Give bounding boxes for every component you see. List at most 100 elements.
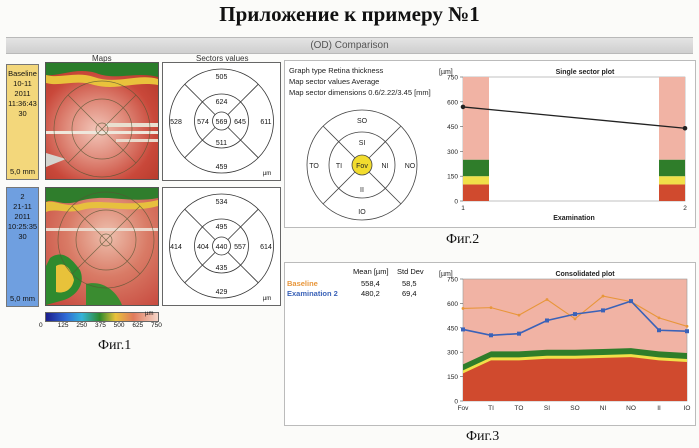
x-tick-label: NI — [600, 405, 607, 412]
exam-2-box[interactable]: 2 21-11 2011 10:25:35 30 5,0 mm — [6, 187, 39, 307]
x-tick-label: SI — [544, 405, 550, 412]
reference-band — [463, 77, 489, 160]
exam-line: 2011 — [7, 89, 38, 99]
y-tick-label: 300 — [447, 149, 458, 156]
x-tick-label: IO — [684, 405, 691, 412]
sector-values-exam2[interactable]: 534 495 414 404 440 557 614 435 429 µm — [162, 187, 281, 306]
data-point — [685, 329, 689, 333]
plot-title: Consolidated plot — [555, 271, 615, 278]
thickness-map-baseline[interactable] — [45, 62, 159, 180]
mean-header: Mean [µm] — [353, 267, 389, 276]
fig2-panel: Graph type Retina thickness Map sector v… — [284, 60, 696, 228]
info-sector-dimensions: Map sector dimensions 0.6/2.22/3.45 [mm] — [289, 87, 431, 98]
data-point — [683, 126, 688, 131]
data-point — [545, 318, 549, 322]
series-baseline-label[interactable]: Baseline — [287, 279, 318, 288]
sector-inner-left: 404 — [197, 244, 209, 251]
data-point — [602, 295, 605, 298]
sector-outer-right: 611 — [260, 119, 271, 126]
data-point — [546, 298, 549, 301]
sector-values-baseline[interactable]: 505 624 528 574 569 645 611 511 459 µm — [162, 62, 281, 181]
comparison-title-bar: (OD) Comparison — [6, 37, 693, 54]
x-tick-label: II — [657, 405, 661, 412]
reference-band — [463, 160, 489, 177]
exam-line: 30 — [7, 232, 38, 242]
scale-tick-label: 250 — [76, 322, 87, 329]
single-sector-plot[interactable]: Single sector plot[µm]015030045060075012… — [435, 63, 693, 225]
y-tick-label: 300 — [447, 350, 458, 357]
exam-line: 11:36:43 — [7, 99, 38, 109]
reference-band — [659, 160, 685, 177]
sector-unit: µm — [263, 171, 271, 177]
fig3-panel: Mean [µm] Std Dev Baseline 558,4 58,5 Ex… — [284, 262, 696, 426]
data-point — [462, 307, 465, 310]
data-point — [461, 327, 465, 331]
x-tick-label: 1 — [461, 205, 465, 212]
scale-tick-label: 500 — [114, 322, 125, 329]
exam-line: 21-11 — [7, 202, 38, 212]
exam-line: 2011 — [7, 212, 38, 222]
y-tick-label: 750 — [447, 75, 458, 82]
scale-ticks: 0125250375500625750 — [45, 322, 157, 330]
series-exam2-label[interactable]: Examination 2 — [287, 289, 338, 298]
sector-outer-bottom: 459 — [216, 164, 228, 171]
sector-to: TO — [309, 163, 319, 170]
plot-title: Single sector plot — [556, 69, 615, 76]
data-point — [657, 328, 661, 332]
data-point — [461, 105, 466, 110]
fig2-caption: Фиг.2 — [446, 232, 479, 248]
reference-band — [659, 184, 685, 201]
info-graph-type: Graph type Retina thickness — [289, 65, 431, 76]
data-point — [629, 299, 633, 303]
y-tick-label: 750 — [447, 277, 458, 284]
data-point — [573, 312, 577, 316]
sector-outer-bottom: 429 — [216, 289, 228, 296]
scale-tick-label: 375 — [95, 322, 106, 329]
exam-line: 2 — [7, 192, 38, 202]
exam2-mean: 480,2 — [361, 289, 380, 298]
fig3-caption: Фиг.3 — [466, 429, 499, 445]
thickness-map-exam2[interactable] — [45, 187, 159, 306]
sector-outer-top: 505 — [216, 74, 228, 81]
y-tick-label: 450 — [447, 124, 458, 131]
data-point — [490, 306, 493, 309]
reference-band — [659, 77, 685, 160]
data-point — [489, 333, 493, 337]
sector-selector-diagram[interactable]: SO SI TO TI Fov NI NO II IO — [297, 105, 427, 223]
sector-inner-left: 574 — [197, 119, 209, 126]
exam-mm: 5,0 mm — [7, 167, 38, 177]
exam-mm: 5,0 mm — [7, 294, 38, 304]
std-header: Std Dev — [397, 267, 424, 276]
sector-inner-bottom: 511 — [216, 140, 227, 147]
sector-center: 569 — [216, 119, 228, 126]
baseline-std: 58,5 — [402, 279, 417, 288]
scale-tick-label: 750 — [151, 322, 162, 329]
y-tick-label: 150 — [447, 174, 458, 181]
sector-outer-left: 528 — [170, 119, 182, 126]
sector-outer-top: 534 — [216, 199, 228, 206]
data-point — [574, 317, 577, 320]
exam-line: Baseline — [7, 69, 38, 79]
sector-inner-top: 624 — [216, 99, 228, 106]
y-tick-label: 600 — [447, 301, 458, 308]
exam-baseline-box[interactable]: Baseline 10-11 2011 11:36:43 30 5,0 mm — [6, 64, 39, 180]
sector-inner-top: 495 — [216, 224, 228, 231]
data-point — [658, 316, 661, 319]
fig1-caption: Фиг.1 — [98, 338, 131, 354]
data-point — [601, 308, 605, 312]
sector-no: NO — [405, 163, 416, 170]
y-tick-label: 600 — [447, 99, 458, 106]
y-tick-label: 450 — [447, 325, 458, 332]
y-tick-label: 0 — [454, 199, 458, 206]
exam-line: 30 — [7, 109, 38, 119]
sector-center: 440 — [216, 244, 228, 251]
reference-band — [463, 184, 489, 201]
scale-tick-label: 625 — [132, 322, 143, 329]
exam-line: 10-11 — [7, 79, 38, 89]
baseline-mean: 558,4 — [361, 279, 380, 288]
consolidated-plot[interactable]: Consolidated plot[µm]0150300450600750Fov… — [435, 265, 693, 423]
sector-ni: NI — [382, 163, 389, 170]
scale-unit: µm — [145, 311, 153, 317]
band-red — [463, 357, 687, 401]
x-tick-label: 2 — [683, 205, 687, 212]
